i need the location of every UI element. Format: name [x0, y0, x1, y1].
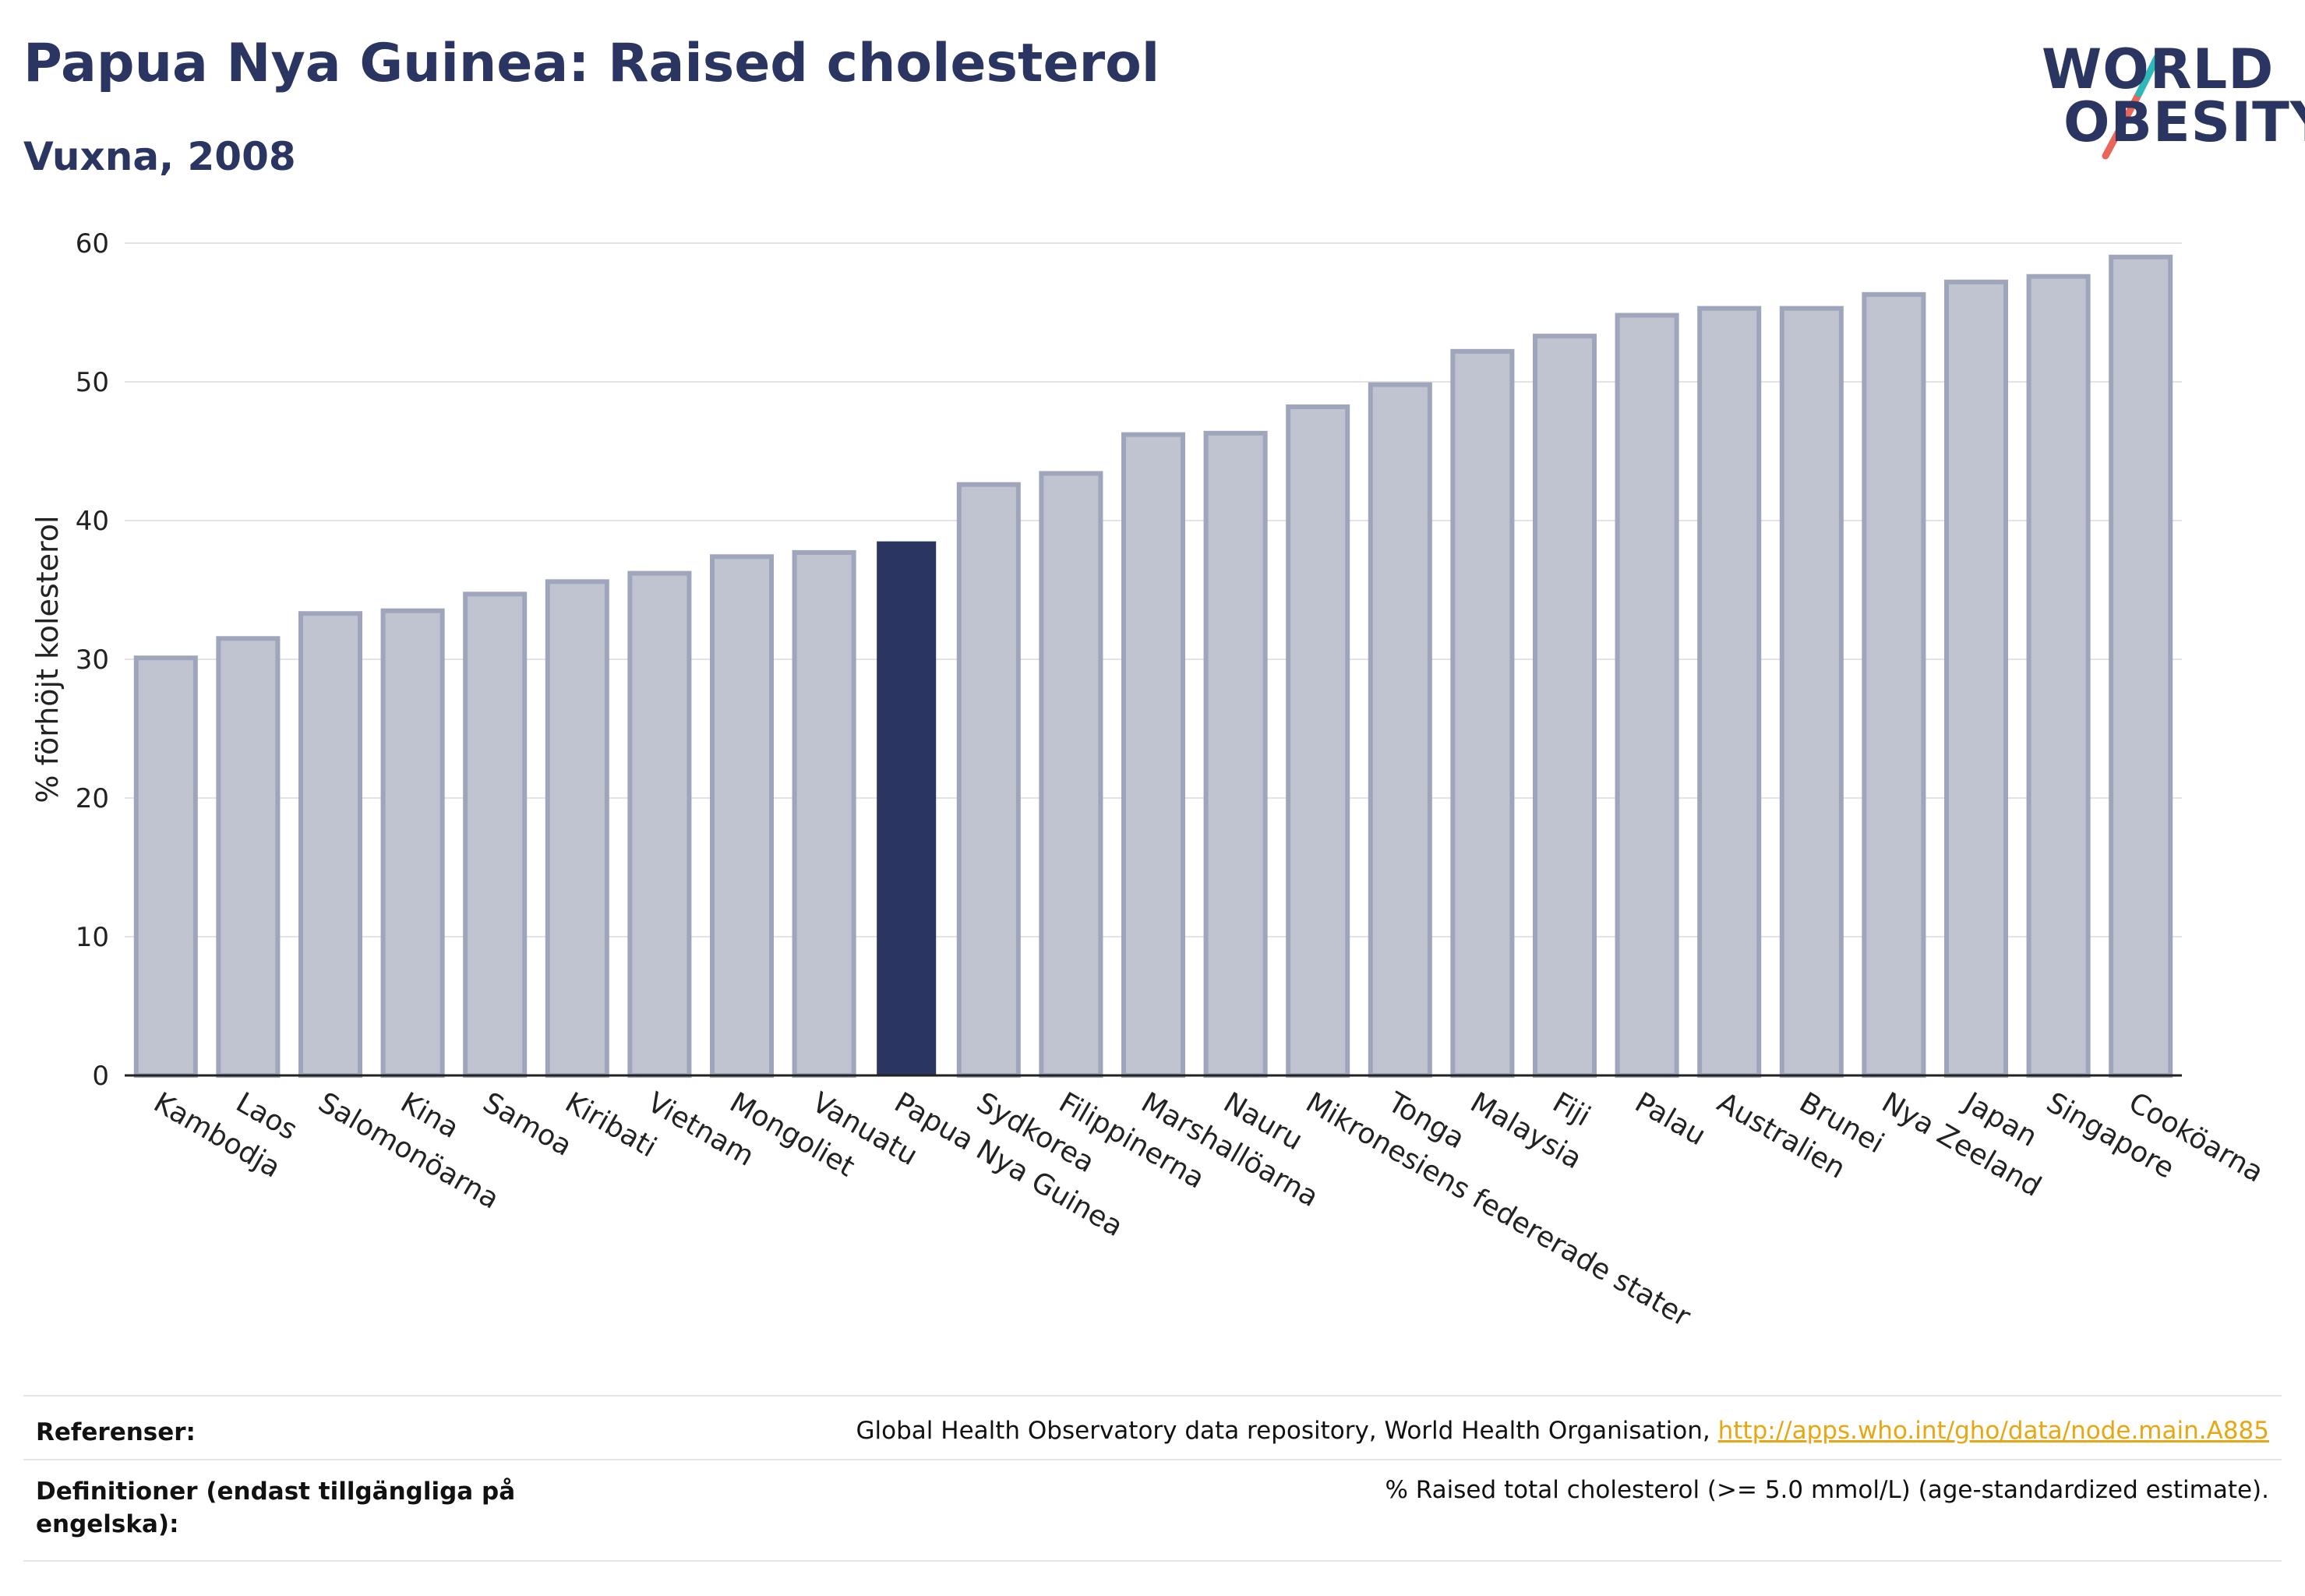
references-row: Referenser: Global Health Observatory da… [23, 1395, 2282, 1460]
references-link[interactable]: http://apps.who.int/gho/data/node.main.A… [1717, 1417, 2269, 1445]
x-tick-label: Palau [1629, 1086, 1711, 1152]
bar [1943, 279, 2009, 1078]
bar [1532, 334, 1597, 1078]
bar [1203, 430, 1268, 1078]
bar [877, 541, 937, 1075]
bar [1862, 291, 1926, 1078]
x-tick-label: Samoa [478, 1086, 577, 1163]
logo-line1: WORLD [2042, 37, 2275, 101]
bar [2026, 274, 2091, 1079]
y-tick-label: 40 [76, 506, 109, 537]
bar [298, 611, 363, 1078]
y-tick-label: 10 [76, 922, 109, 953]
y-tick-label: 50 [76, 367, 109, 398]
bar [2109, 254, 2173, 1078]
definitions-label: Definitioner (endast tillgängliga på eng… [36, 1478, 516, 1538]
bar [1779, 305, 1844, 1079]
bar [133, 655, 198, 1078]
bar [709, 554, 775, 1078]
world-obesity-logo: WORLD OBESITY [2034, 31, 2305, 164]
y-tick-label: 30 [76, 644, 109, 676]
logo-line2: OBESITY [2063, 90, 2305, 154]
bar [1121, 432, 1186, 1078]
bar [1368, 382, 1432, 1078]
bar [1697, 305, 1762, 1079]
bar [216, 636, 281, 1078]
x-tick-label: Fiji [1548, 1086, 1596, 1133]
references-label: Referenser: [36, 1418, 196, 1446]
bar [545, 579, 609, 1078]
y-tick-label: 20 [76, 783, 109, 814]
chart-title: Papua Nya Guinea: Raised cholesterol [23, 33, 1160, 94]
bar [380, 608, 445, 1078]
footer: Referenser: Global Health Observatory da… [23, 1395, 2282, 1562]
bar [956, 482, 1021, 1078]
bar [1286, 404, 1350, 1078]
x-tick-label: Kiribati [559, 1086, 662, 1163]
definitions-row: Definitioner (endast tillgängliga på eng… [23, 1459, 2282, 1562]
bar [1039, 471, 1103, 1078]
bar [627, 570, 692, 1078]
y-tick-label: 0 [92, 1061, 109, 1092]
bar [1450, 348, 1515, 1078]
y-tick-label: 60 [76, 228, 109, 260]
references-text: Global Health Observatory data repositor… [856, 1417, 1718, 1445]
references-value: Global Health Observatory data repositor… [856, 1417, 2269, 1445]
bar [1615, 312, 1679, 1078]
y-axis-label: % förhöjt kolesterol [30, 515, 65, 803]
bar [792, 549, 856, 1078]
definitions-value: % Raised total cholesterol (>= 5.0 mmol/… [1385, 1476, 2269, 1504]
chart-subtitle: Vuxna, 2008 [23, 134, 296, 179]
bar [463, 591, 528, 1078]
logo-slash-icon [2102, 54, 2161, 160]
